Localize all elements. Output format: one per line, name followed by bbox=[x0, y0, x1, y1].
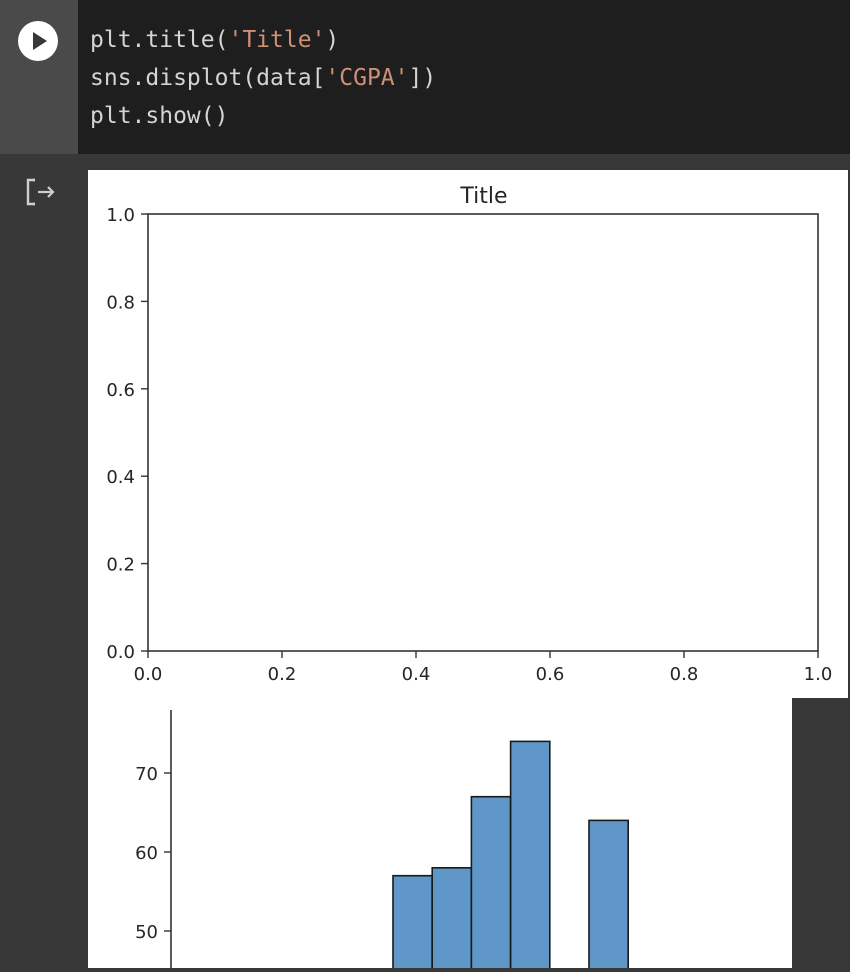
x-tick-label: 1.0 bbox=[804, 664, 833, 685]
histogram-bar bbox=[470, 795, 512, 972]
code-line-3: plt.show() bbox=[90, 103, 229, 129]
y-tick-label: 0.2 bbox=[106, 555, 135, 576]
chart-histogram: 50 60 70 bbox=[135, 710, 630, 972]
y-tick-label: 0.6 bbox=[106, 380, 135, 401]
code-cell[interactable]: plt.title('Title') sns.displot(data['CGP… bbox=[0, 0, 850, 154]
histogram-bar bbox=[431, 867, 473, 972]
y-tick-label: 0.8 bbox=[106, 292, 135, 313]
x-tick-label: 0.8 bbox=[670, 664, 699, 685]
histogram-bar bbox=[588, 819, 630, 972]
run-cell-button[interactable] bbox=[18, 21, 58, 61]
figure-histogram: 50 60 70 bbox=[88, 698, 792, 972]
x-tick-label: 0.4 bbox=[402, 664, 431, 685]
x-tick-label: 0.6 bbox=[536, 664, 565, 685]
y-tick-label: 60 bbox=[135, 843, 158, 864]
histogram-bar bbox=[509, 740, 551, 972]
y-tick-label: 0.4 bbox=[106, 467, 135, 488]
output-redirect-icon[interactable] bbox=[26, 178, 56, 210]
figure-title-plot: Title 0.0 0.2 0.4 0.6 0.8 1.0 0.0 0.2 0.4 0.6 0.8… bbox=[88, 170, 848, 698]
chart-empty-axes: Title 0.0 0.2 0.4 0.6 0.8 1.0 0.0 0.2 0.4 0.6 0.8… bbox=[106, 184, 833, 685]
play-icon bbox=[33, 32, 47, 50]
x-tick-label: 0.0 bbox=[134, 664, 163, 685]
plot-frame bbox=[147, 213, 819, 652]
histogram-bar bbox=[392, 874, 434, 972]
code-line-2: sns.displot(data['CGPA']) bbox=[90, 65, 437, 91]
code-line-1: plt.title('Title') bbox=[90, 27, 340, 53]
code-editor[interactable]: plt.title('Title') sns.displot(data['CGP… bbox=[78, 0, 850, 154]
chart-title: Title bbox=[459, 184, 507, 209]
y-tick-label: 70 bbox=[135, 764, 158, 785]
y-tick-label: 50 bbox=[135, 922, 158, 943]
y-tick-label: 1.0 bbox=[106, 205, 135, 226]
x-tick-label: 0.2 bbox=[268, 664, 297, 685]
y-tick-label: 0.0 bbox=[106, 642, 135, 663]
